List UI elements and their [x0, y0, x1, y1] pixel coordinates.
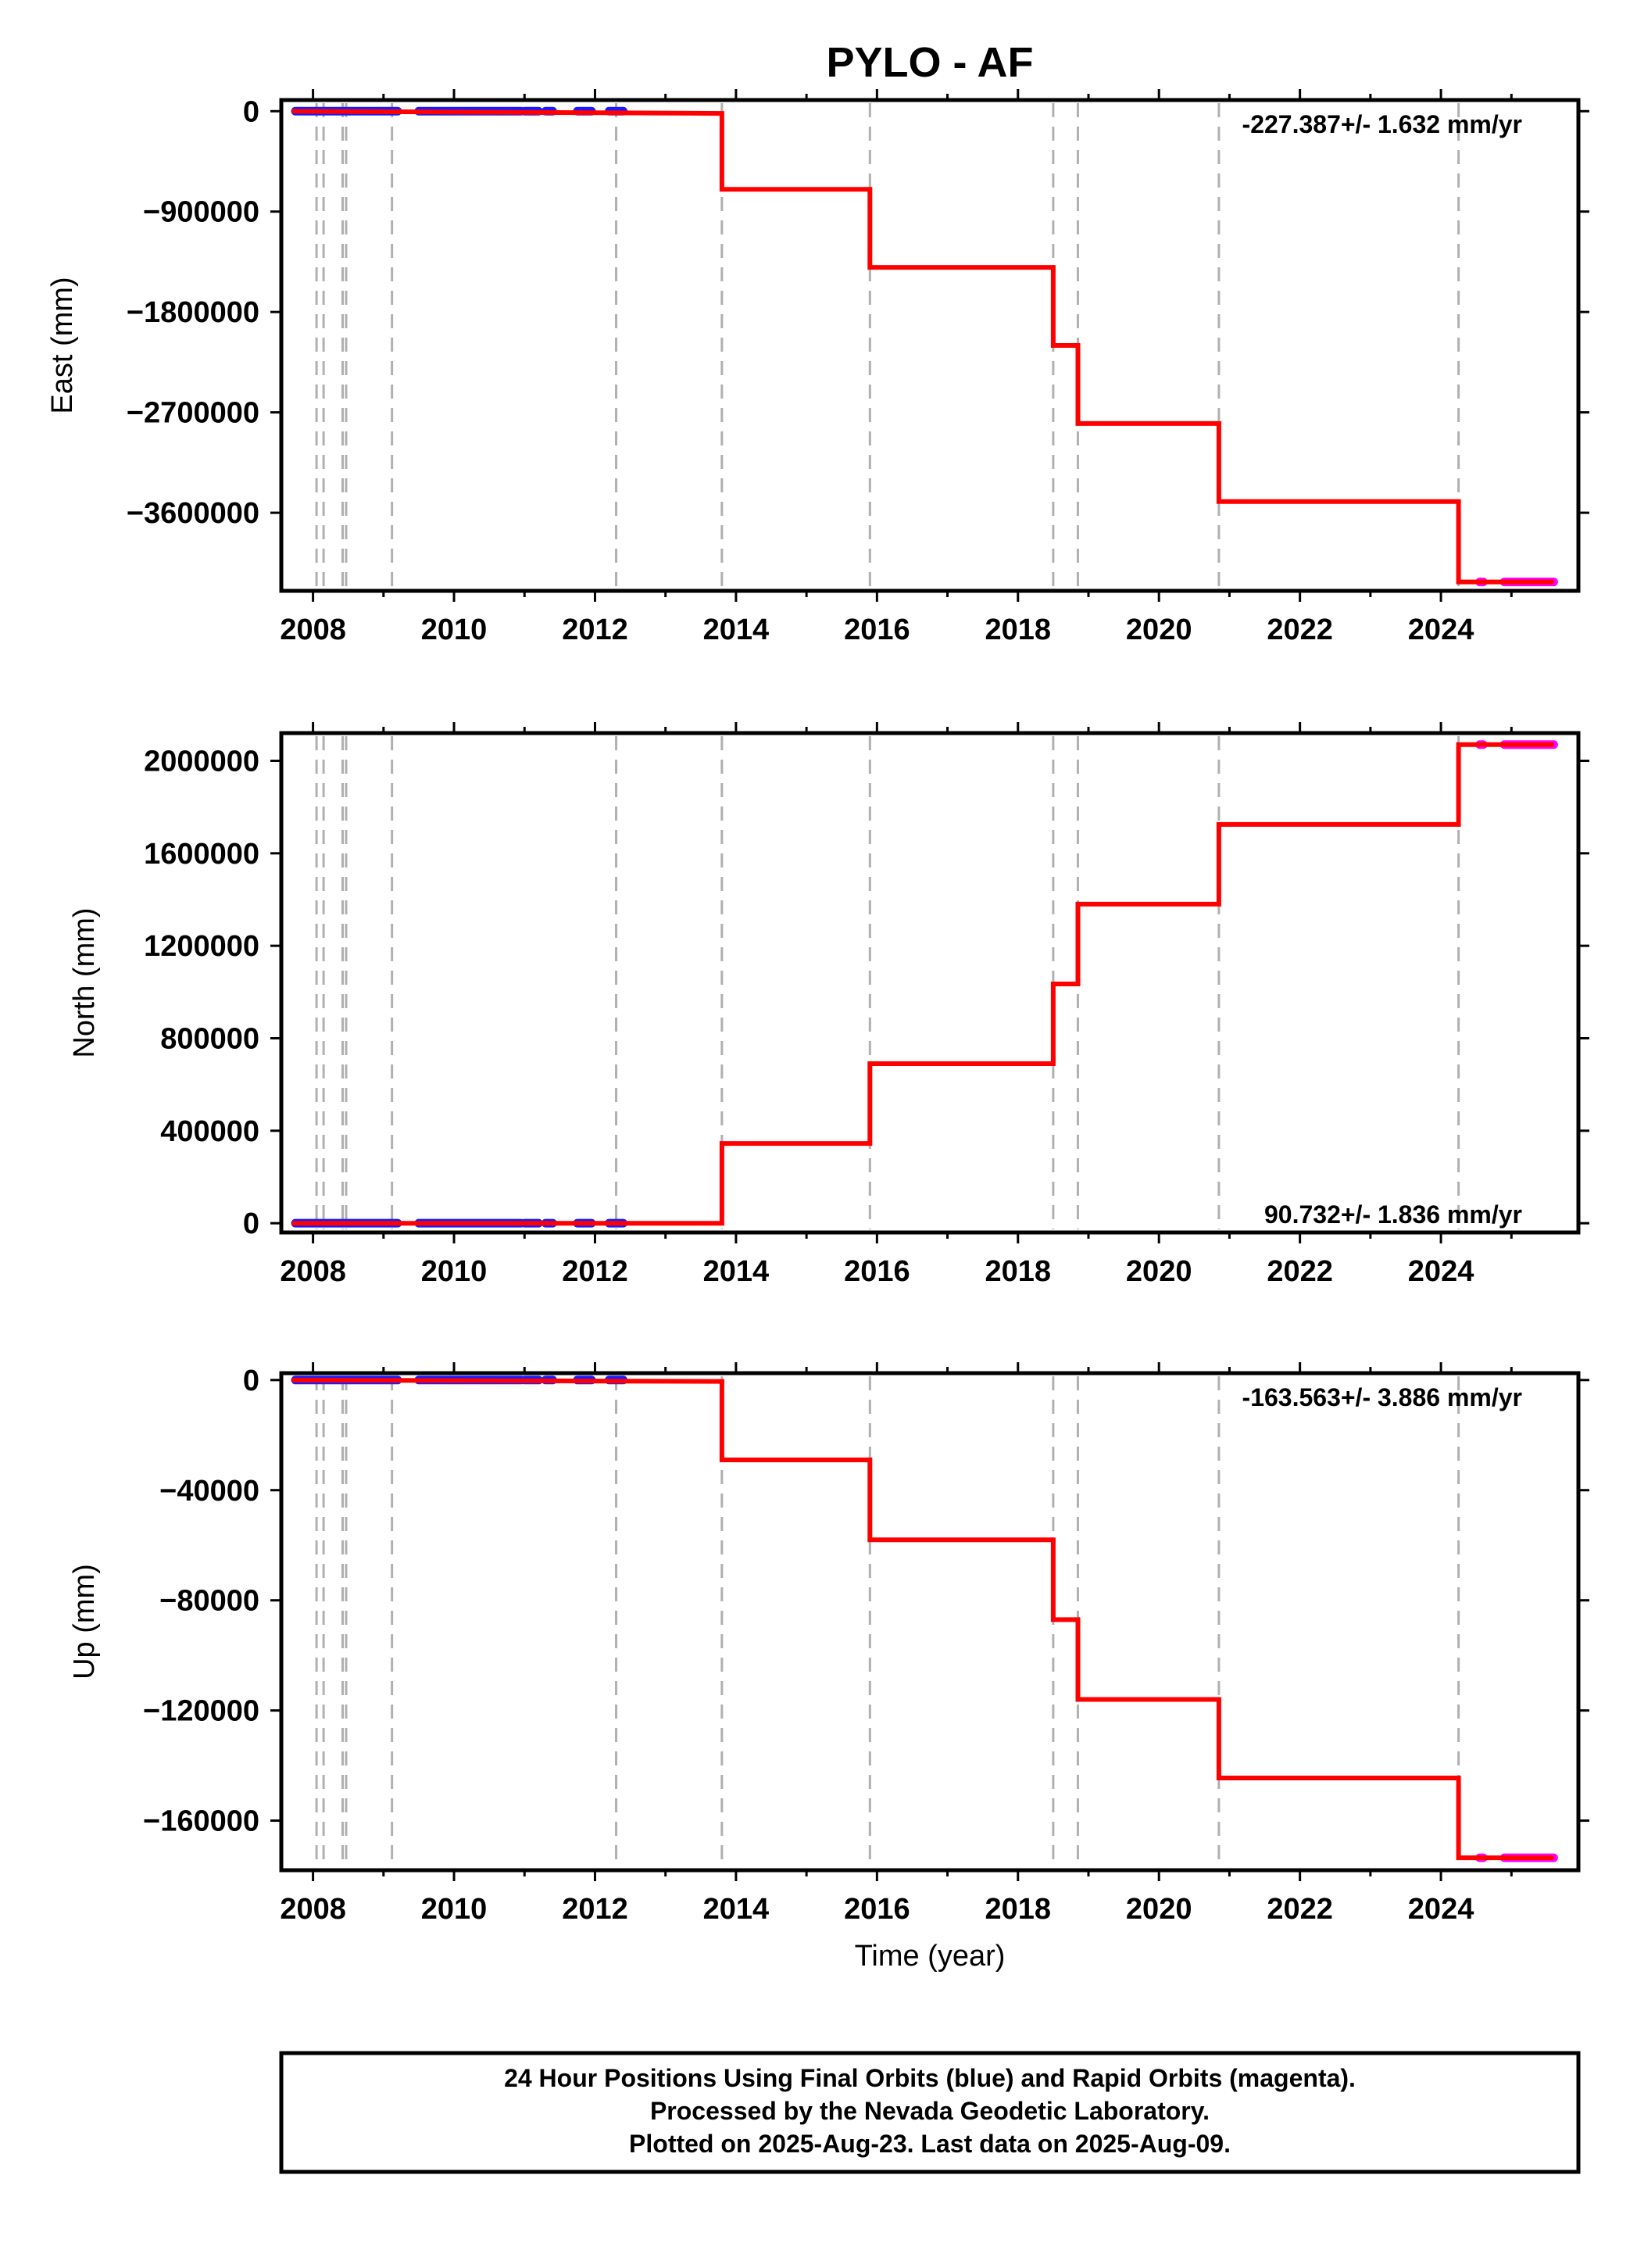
north-ytick-label: 1600000 — [144, 838, 259, 871]
footer-line-3: Plotted on 2025-Aug-23. Last data on 202… — [629, 2130, 1231, 2158]
north-xtick-label: 2020 — [1126, 1255, 1192, 1288]
east-xtick-label: 2024 — [1408, 614, 1474, 646]
up-xtick-label: 2008 — [280, 1893, 346, 1926]
north-ytick-label: 1200000 — [144, 930, 259, 963]
up-ytick-label: −160000 — [143, 1805, 259, 1838]
east-xtick-label: 2014 — [703, 614, 770, 646]
up-panel: 0 −40000 −80000 −120000 −160000 2008 2010 2012 2… — [68, 1362, 1589, 1973]
north-ytick-label: 800000 — [160, 1023, 259, 1056]
footer-line-2: Processed by the Nevada Geodetic Laborat… — [650, 2097, 1210, 2125]
east-xtick-label: 2016 — [844, 614, 910, 646]
up-xtick-label: 2012 — [562, 1893, 628, 1926]
east-rate-label: -227.387+/- 1.632 mm/yr — [1242, 110, 1522, 138]
up-rate-label: -163.563+/- 3.886 mm/yr — [1242, 1383, 1522, 1411]
north-xtick-label: 2014 — [703, 1255, 770, 1288]
north-xtick-label: 2022 — [1267, 1255, 1333, 1288]
east-axes-frame — [279, 98, 1581, 593]
east-xtick-label: 2018 — [985, 614, 1051, 646]
up-ytick-label: −80000 — [159, 1585, 259, 1618]
up-xlabel: Time (year) — [855, 1940, 1006, 1973]
east-ytick-label: 0 — [243, 95, 259, 128]
up-ytick-label: 0 — [243, 1365, 259, 1397]
east-ytick-label: −1800000 — [127, 296, 259, 329]
north-ytick-label: 0 — [243, 1207, 259, 1240]
up-xtick-label: 2010 — [421, 1893, 488, 1926]
east-panel: 0 −900000 −1800000 −2700000 −3600000 2008 2010… — [46, 89, 1589, 646]
up-xtick-label: 2016 — [844, 1893, 910, 1926]
north-ytick-label: 400000 — [160, 1115, 259, 1148]
up-ylabel: Up (mm) — [68, 1564, 101, 1680]
east-xtick-label: 2020 — [1126, 614, 1192, 646]
north-model-line — [291, 742, 1554, 1226]
up-xtick-label: 2022 — [1267, 1893, 1333, 1926]
footer-line-1: 24 Hour Positions Using Final Orbits (bl… — [504, 2064, 1356, 2092]
chart-title: PYLO - AF — [827, 39, 1034, 86]
up-xtick-label: 2014 — [703, 1893, 770, 1926]
east-ytick-label: −2700000 — [127, 397, 259, 430]
east-xtick-label: 2012 — [562, 614, 628, 646]
up-ytick-label: −40000 — [159, 1475, 259, 1508]
up-xtick-label: 2020 — [1126, 1893, 1192, 1926]
east-xtick-label: 2022 — [1267, 614, 1333, 646]
north-xtick-label: 2016 — [844, 1255, 910, 1288]
north-rate-label: 90.732+/- 1.836 mm/yr — [1264, 1200, 1522, 1229]
north-ylabel: North (mm) — [68, 907, 101, 1057]
footer-frame — [279, 2051, 1581, 2174]
east-model-line — [291, 109, 1554, 585]
up-model-line — [291, 1377, 1554, 1861]
up-ytick-label: −120000 — [143, 1695, 259, 1728]
north-ytick-label: 2000000 — [144, 746, 259, 778]
up-axes-frame — [279, 1371, 1581, 1873]
north-panel: 0 400000 800000 1200000 1600000 2000000 2008 20… — [68, 722, 1589, 1288]
north-xtick-label: 2018 — [985, 1255, 1051, 1288]
east-ytick-label: −900000 — [143, 196, 259, 229]
north-axes-frame — [279, 731, 1581, 1235]
north-xtick-label: 2008 — [280, 1255, 346, 1288]
north-xtick-label: 2024 — [1408, 1255, 1474, 1288]
footer-box: 24 Hour Positions Using Final Orbits (bl… — [279, 2051, 1581, 2174]
north-xtick-label: 2010 — [421, 1255, 488, 1288]
east-xtick-label: 2010 — [421, 614, 488, 646]
east-xtick-label: 2008 — [280, 614, 346, 646]
up-xtick-label: 2018 — [985, 1893, 1051, 1926]
north-xtick-label: 2012 — [562, 1255, 628, 1288]
up-xtick-label: 2024 — [1408, 1893, 1474, 1926]
east-ytick-label: −3600000 — [127, 497, 259, 530]
east-ylabel: East (mm) — [46, 277, 79, 413]
